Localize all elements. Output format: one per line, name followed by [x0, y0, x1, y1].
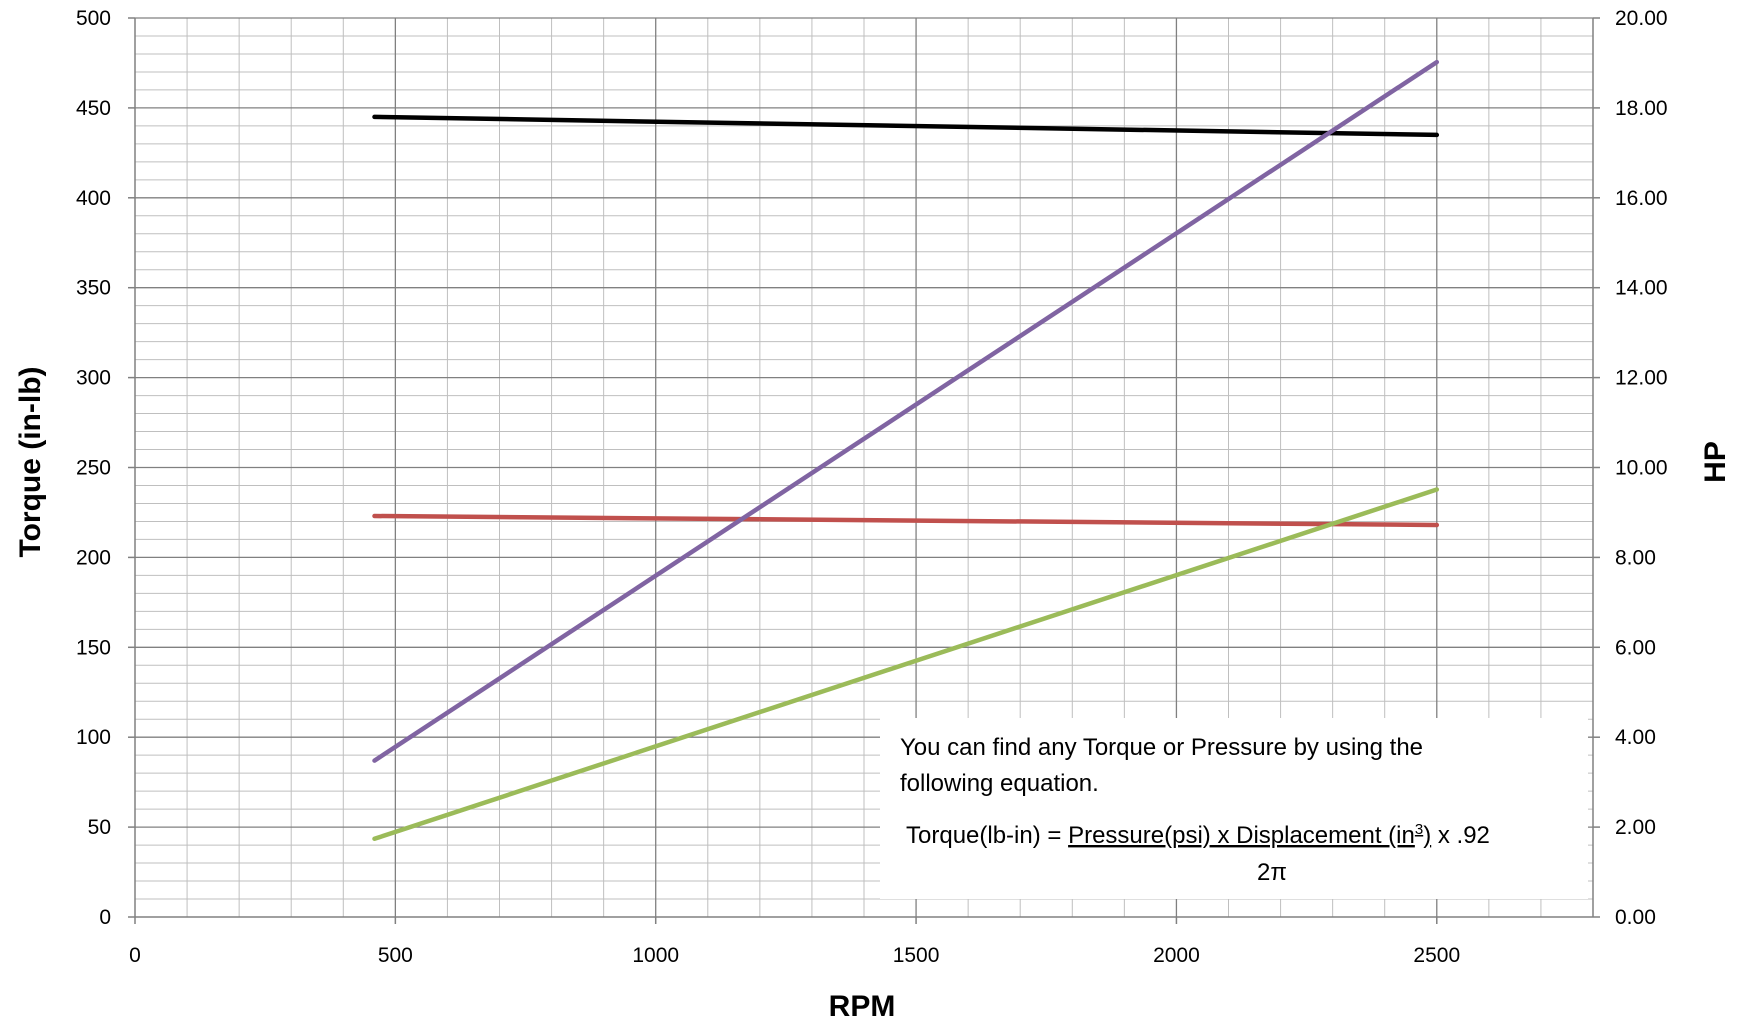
y-tick-label: 200: [76, 546, 111, 569]
equation-note: You can find any Torque or Pressure by u…: [880, 718, 1588, 899]
y-tick-label: 150: [76, 636, 111, 659]
y2-axis-title: HP: [1699, 441, 1732, 483]
y-tick-label: 450: [76, 97, 111, 120]
y2-tick-label: 14.00: [1615, 277, 1668, 300]
series-lines: [372, 59, 1440, 842]
y2-tick-label: 16.00: [1615, 187, 1668, 210]
equation-prefix: Torque(lb-in) =: [906, 822, 1068, 849]
series-line-2: [372, 513, 1440, 528]
equation-numerator-close: ): [1423, 822, 1431, 849]
x-tick-label: 2500: [1413, 944, 1460, 967]
equation-superscript: 3: [1415, 821, 1423, 838]
series-line-4: [372, 487, 1440, 842]
equation-numerator-text: Pressure(psi) x Displacement (in: [1068, 822, 1415, 849]
x-tick-label: 2000: [1153, 944, 1200, 967]
y-tick-label: 400: [76, 187, 111, 210]
y-axis-title: Torque (in-lb): [14, 366, 47, 557]
y2-tick-label: 0.00: [1615, 906, 1656, 929]
y-tick-label: 100: [76, 726, 111, 749]
y2-tick-label: 6.00: [1615, 636, 1656, 659]
x-tick-label: 1000: [632, 944, 679, 967]
equation-suffix: x .92: [1431, 822, 1490, 849]
equation-note-box: [880, 718, 1588, 899]
y2-tick-label: 20.00: [1615, 7, 1668, 30]
series-line-3: [372, 59, 1440, 763]
equation-denominator: 2π: [1257, 859, 1287, 886]
note-line-2: following equation.: [900, 770, 1099, 797]
y2-tick-label: 18.00: [1615, 97, 1668, 120]
series-line-1: [372, 114, 1440, 138]
x-axis-title: RPM: [829, 990, 896, 1023]
y2-tick-label: 12.00: [1615, 367, 1668, 390]
x-tick-label: 1500: [893, 944, 940, 967]
y-tick-label: 0: [99, 906, 111, 929]
x-tick-label: 500: [378, 944, 413, 967]
equation: Torque(lb-in) = Pressure(psi) x Displace…: [906, 821, 1490, 849]
y2-tick-label: 8.00: [1615, 546, 1656, 569]
y-tick-label: 500: [76, 7, 111, 30]
x-tick-label: 0: [129, 944, 141, 967]
y2-tick-label: 4.00: [1615, 726, 1656, 749]
y-tick-label: 350: [76, 277, 111, 300]
tick-labels: 0 50 100 150 200 250 300 350 400 450 500 0.00 2.00 4.…: [76, 7, 1668, 967]
y-tick-label: 250: [76, 457, 111, 480]
note-line-1: You can find any Torque or Pressure by u…: [900, 734, 1423, 761]
axes: [128, 17, 1600, 924]
y-tick-label: 300: [76, 367, 111, 390]
y2-tick-label: 2.00: [1615, 816, 1656, 839]
y-tick-label: 50: [88, 816, 111, 839]
equation-numerator: Pressure(psi) x Displacement (in3): [1068, 821, 1431, 849]
y2-tick-label: 10.00: [1615, 457, 1668, 480]
